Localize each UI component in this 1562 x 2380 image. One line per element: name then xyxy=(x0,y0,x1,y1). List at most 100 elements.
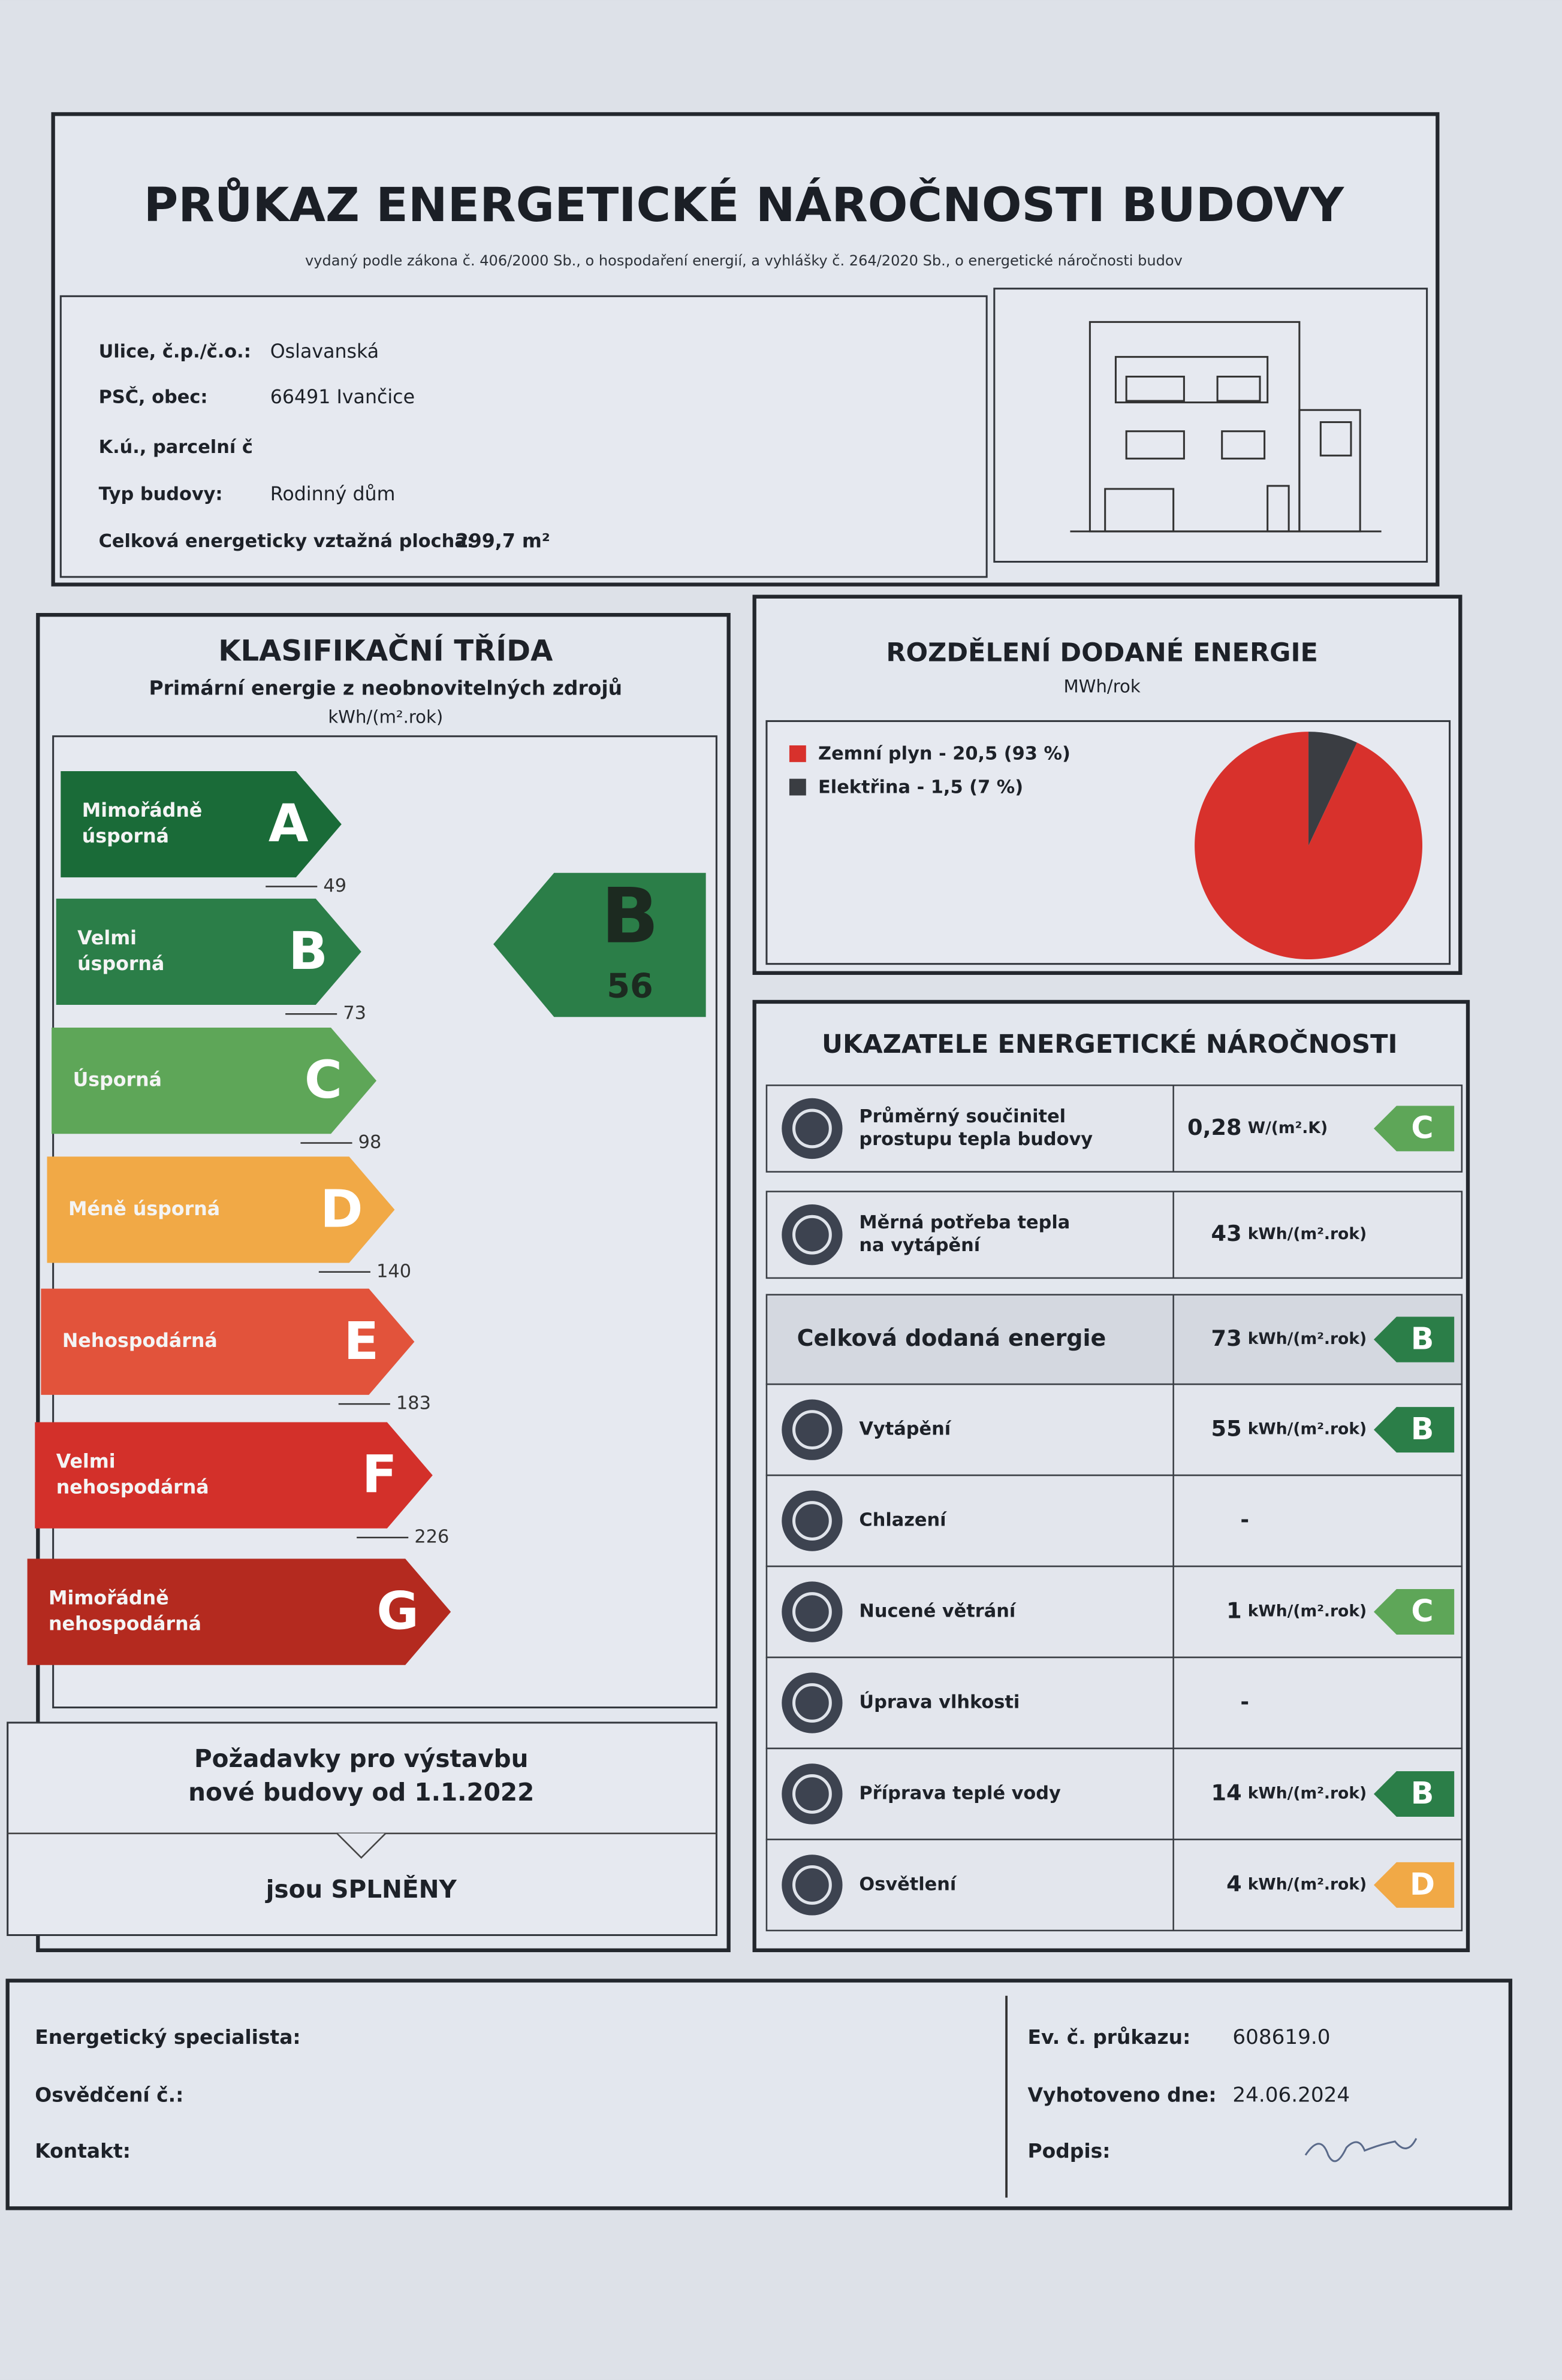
indicator-row xyxy=(765,1565,1463,1659)
threshold: 73 xyxy=(343,1003,366,1024)
pie-slice xyxy=(1308,732,1357,846)
field-value: 66491 Ivančice xyxy=(270,386,415,408)
field-value: Rodinný dům xyxy=(270,484,396,505)
icon-ring xyxy=(792,1774,832,1814)
legend-swatch xyxy=(789,745,806,762)
icon xyxy=(782,1490,843,1551)
indicator-value: - xyxy=(1240,1508,1249,1532)
class-badge xyxy=(1373,1771,1455,1817)
indicator-label: Osvětlení xyxy=(859,1874,957,1895)
requirement-result: jsou SPLNĚNY xyxy=(265,1875,457,1904)
icon-ring xyxy=(792,1109,832,1149)
field-value: 299,7 m² xyxy=(456,531,550,552)
indicator-value: 14 xyxy=(1211,1780,1242,1805)
current-value: 56 xyxy=(607,967,653,1005)
threshold: 49 xyxy=(323,875,346,896)
indicator-row xyxy=(765,1747,1463,1841)
panel-title: ROZDĚLENÍ DODANÉ ENERGIE xyxy=(886,638,1318,668)
indicator-value: 1 xyxy=(1226,1598,1242,1624)
class-letter: C xyxy=(304,1050,342,1110)
class-letter: F xyxy=(362,1445,397,1505)
class-name: Nehospodárná xyxy=(62,1330,218,1352)
icon-ring xyxy=(792,1410,832,1450)
indicator-row xyxy=(765,1656,1463,1750)
unit: MWh/rok xyxy=(1064,676,1141,697)
icon-ring xyxy=(792,1865,832,1905)
icon-ring xyxy=(792,1683,832,1723)
indicator-label: Vytápění xyxy=(859,1419,951,1440)
indicator-label: Průměrný součinitel xyxy=(859,1106,1066,1127)
indicator-value: 55 xyxy=(1211,1416,1242,1442)
photo-box xyxy=(993,288,1428,563)
class-name: Méně úsporná xyxy=(68,1198,220,1220)
panel-title: KLASIFIKAČNÍ TŘÍDA xyxy=(218,633,553,668)
indicator-label: prostupu tepla budovy xyxy=(859,1129,1093,1150)
class-letter: B xyxy=(288,922,328,981)
class-badge-letter: C xyxy=(1411,1110,1433,1145)
panel-subtitle: Primární energie z neobnovitelných zdroj… xyxy=(149,676,623,700)
icon-ring xyxy=(792,1501,832,1541)
indicator-row xyxy=(765,1191,1463,1279)
threshold: 226 xyxy=(414,1526,449,1547)
legend-label: Elektřina - 1,5 (7 %) xyxy=(818,777,1023,798)
footer-label: Osvědčení č.: xyxy=(35,2083,183,2106)
icon xyxy=(782,1399,843,1460)
field-label: PSČ, obec: xyxy=(99,386,208,408)
field-label: Ulice, č.p./č.o.: xyxy=(99,342,251,363)
class-letter: A xyxy=(269,794,309,854)
legend-swatch xyxy=(789,778,806,796)
panel-title: UKAZATELE ENERGETICKÉ NÁROČNOSTI xyxy=(822,1029,1398,1059)
subtitle: vydaný podle zákona č. 406/2000 Sb., o h… xyxy=(305,252,1183,269)
threshold: 140 xyxy=(376,1261,411,1282)
indicator-label: Příprava teplé vody xyxy=(859,1783,1061,1804)
indicator-label: Chlazení xyxy=(859,1510,947,1531)
icon xyxy=(782,1763,843,1825)
footer-box xyxy=(5,1979,1513,2210)
indicator-row xyxy=(765,1838,1463,1932)
class-letter: E xyxy=(343,1312,379,1372)
requirement-box xyxy=(7,1721,717,1937)
indicator-value: - xyxy=(1240,1690,1249,1714)
indicator-unit: kWh/(m².rok) xyxy=(1248,1330,1367,1348)
indicator-label: Celková dodaná energie xyxy=(797,1325,1106,1351)
class-name: nehospodárná xyxy=(56,1477,209,1499)
icon-ring xyxy=(792,1215,832,1255)
class-arrow xyxy=(41,1288,415,1395)
legend-label: Zemní plyn - 20,5 (93 %) xyxy=(818,744,1071,765)
footer-value: 24.06.2024 xyxy=(1232,2083,1350,2107)
class-name: úsporná xyxy=(77,953,164,975)
footer-label: Energetický specialista: xyxy=(35,2025,300,2049)
indicator-row xyxy=(765,1084,1463,1173)
indicator-value: 0,28 xyxy=(1187,1115,1242,1140)
signature xyxy=(1304,2138,1418,2162)
icon xyxy=(782,1581,843,1642)
indicator-label: na vytápění xyxy=(859,1235,981,1256)
class-arrow xyxy=(47,1156,395,1263)
field-label: K.ú., parcelní č xyxy=(99,437,253,458)
current-letter: B xyxy=(601,871,659,960)
class-name: Velmi xyxy=(56,1451,116,1473)
field-label: Celková energeticky vztažná plocha: xyxy=(99,531,474,552)
indicator-value: 43 xyxy=(1211,1221,1242,1246)
class-badge-letter: B xyxy=(1411,1321,1434,1356)
class-name: Úsporná xyxy=(73,1068,162,1091)
title: PRŮKAZ ENERGETICKÉ NÁROČNOSTI BUDOVY xyxy=(144,177,1345,232)
class-badge xyxy=(1373,1862,1455,1908)
indicator-unit: W/(m².K) xyxy=(1248,1119,1328,1137)
indicator-row xyxy=(765,1383,1463,1476)
class-letter: G xyxy=(376,1582,419,1642)
class-badge-letter: C xyxy=(1411,1593,1433,1629)
threshold: 183 xyxy=(396,1393,431,1414)
footer-label: Kontakt: xyxy=(35,2139,131,2162)
indicator-unit: kWh/(m².rok) xyxy=(1248,1420,1367,1439)
requirement: Požadavky pro výstavbu xyxy=(194,1744,529,1773)
icon-ring xyxy=(792,1592,832,1632)
class-arrow xyxy=(35,1422,433,1529)
indicator-label: Nucené větrání xyxy=(859,1601,1016,1622)
class-badge xyxy=(1373,1316,1455,1363)
field-value: Oslavanská xyxy=(270,341,379,363)
class-arrow xyxy=(61,771,342,878)
field-label: Typ budovy: xyxy=(99,484,223,505)
